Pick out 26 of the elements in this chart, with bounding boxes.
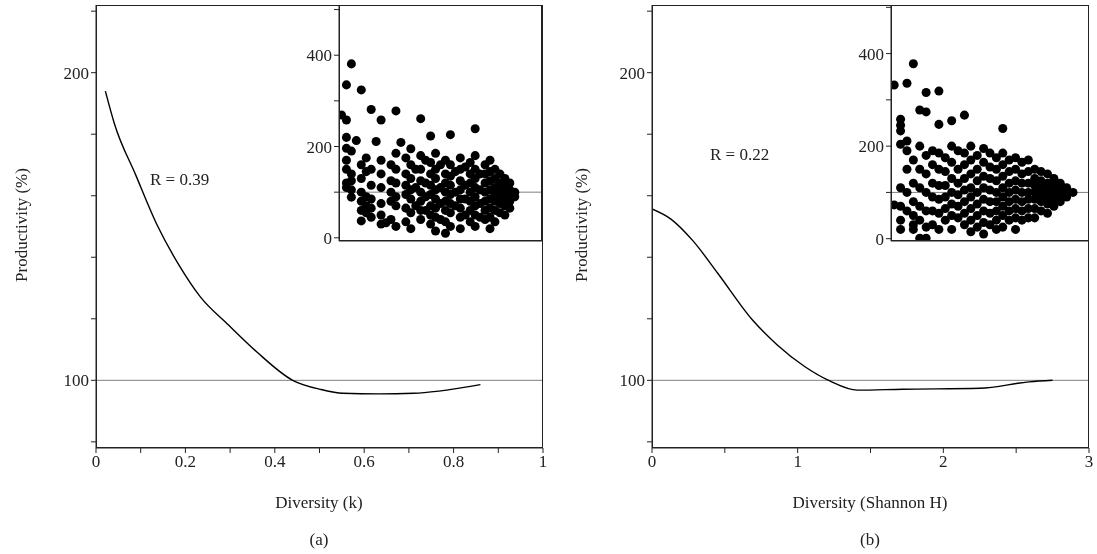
y-axis-title: Productivity (%) [572,168,592,282]
text: (a) [309,530,329,550]
x-tick-label: 0.8 [442,452,465,472]
annotation: R = 0.39 [150,170,210,190]
x-tick-label: 0.6 [353,452,375,472]
x-tick-label: 0.2 [174,452,197,472]
x-axis-title: Diversity (Shannon H) [792,493,948,513]
x-axis-title: Diversity (k) [275,493,363,513]
y-tick-label: 100 [619,371,645,391]
annotation: R = 0.22 [710,145,770,165]
x-tick-label: 1 [538,452,548,472]
y-tick-label: 200 [63,63,89,83]
y-tick-label: 400 [306,46,332,66]
y-tick-label: 200 [619,63,645,83]
y-tick-label: 400 [858,44,884,64]
x-tick-label: 2 [939,452,948,472]
x-tick-label: 3 [1084,452,1094,472]
y-tick-label: 200 [858,137,884,157]
y-axis-title: Productivity (%) [12,168,32,282]
y-tick-label: 0 [875,229,884,249]
y-tick-label: 200 [306,137,332,157]
x-tick-label: 0.4 [264,452,286,472]
y-tick-label: 100 [63,371,89,391]
x-tick-label: 1 [793,452,802,472]
text: (b) [860,530,880,550]
y-tick-label: 0 [323,228,332,248]
